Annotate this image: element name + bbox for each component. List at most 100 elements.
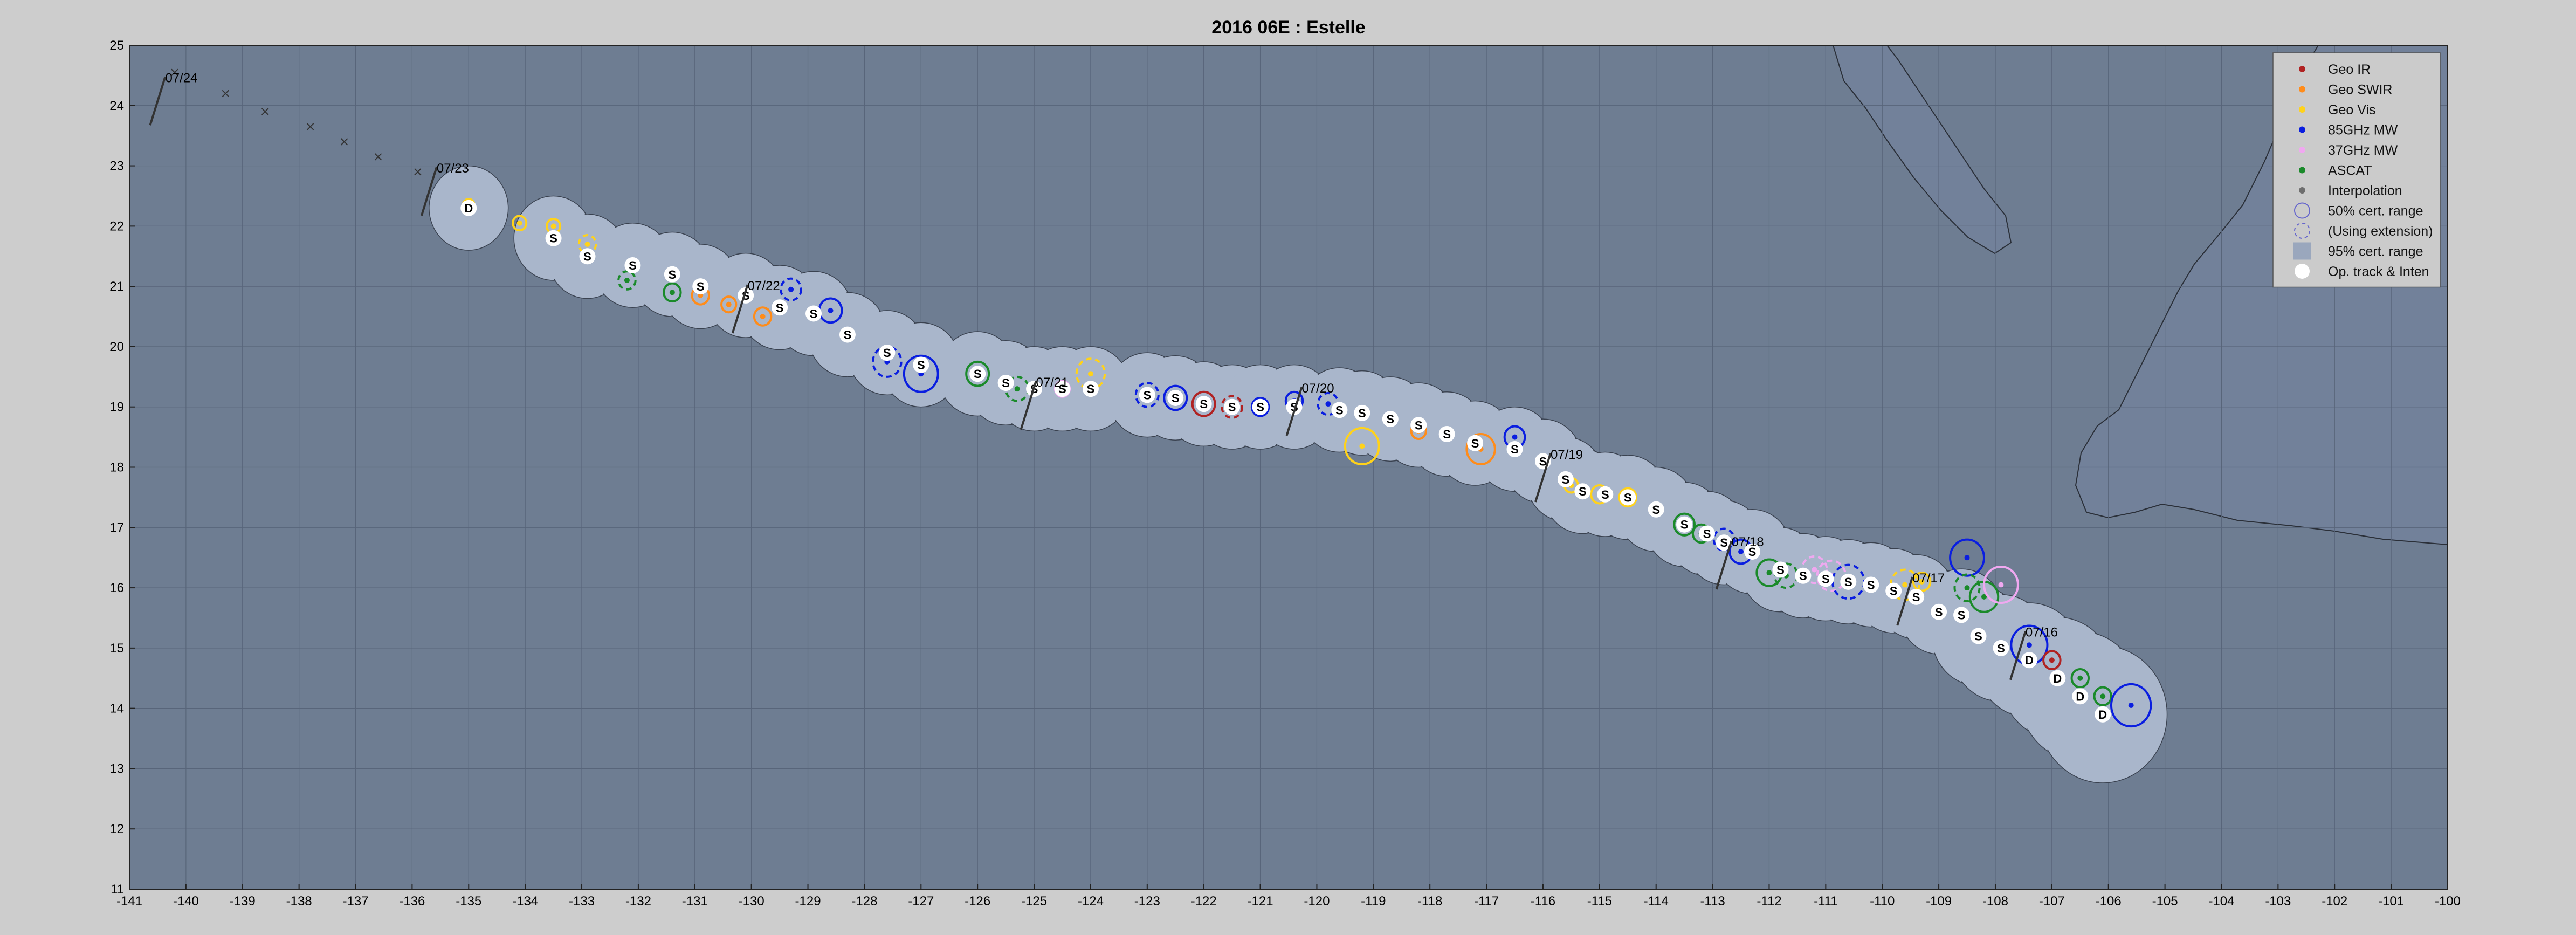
fix-ring	[1134, 382, 1160, 408]
legend-item: 95% cert. range	[2293, 242, 2423, 260]
legend-label: 37GHz MW	[2328, 143, 2398, 158]
track-intensity-label: S	[1335, 403, 1344, 417]
x-tick-label: -107	[2039, 894, 2065, 909]
track-dot	[2021, 652, 2037, 669]
fix-dot	[788, 286, 794, 292]
y-tick-label: 15	[109, 641, 124, 656]
track-dot	[2072, 688, 2089, 705]
x-tick-label: -140	[173, 894, 199, 909]
track-point: S	[1082, 381, 1099, 397]
track-dot	[1506, 441, 1523, 457]
y-tick-label: 17	[109, 520, 124, 535]
interp-marker	[374, 153, 382, 161]
x-tick-label: -110	[1870, 894, 1895, 909]
fix-dot	[1812, 567, 1817, 573]
x-tick-label: -130	[739, 894, 764, 909]
fix-dot	[828, 307, 834, 313]
fix-dot	[1902, 582, 1908, 588]
fix-ring	[1250, 396, 1270, 417]
track-intensity-label: S	[629, 259, 637, 272]
interp-x-stroke	[222, 90, 229, 98]
land-baja	[1832, 45, 2012, 255]
y-tick-label: 20	[109, 340, 124, 354]
track-intensity-label: S	[1680, 518, 1689, 532]
track-intensity-label: S	[1256, 401, 1264, 414]
track-dot	[1139, 387, 1155, 403]
fix-ring	[2070, 668, 2090, 689]
track-dot	[1699, 525, 1716, 542]
track-intensity-label: S	[1997, 642, 2005, 655]
track-dot	[1795, 567, 1812, 584]
track-intensity-label: S	[1579, 485, 1587, 498]
x-tick-label: -137	[342, 894, 368, 909]
track-dot	[1286, 398, 1303, 415]
track-dot	[1716, 534, 1732, 551]
interp-marker	[171, 68, 178, 77]
track-intensity-label: S	[1776, 563, 1785, 577]
y-tick-label: 14	[109, 702, 124, 716]
track-intensity-label: S	[583, 250, 591, 263]
fix-ring	[1465, 433, 1496, 465]
x-tick-label: -133	[569, 894, 595, 909]
track-dot	[1252, 398, 1269, 415]
fix-dot	[2128, 703, 2134, 709]
track-dot	[460, 200, 477, 216]
date-marker: 07/16	[2009, 625, 2058, 680]
interp-x-stroke	[261, 108, 269, 115]
x-tick-label: -141	[116, 894, 142, 909]
track-point: S	[839, 326, 856, 343]
x-axis: -141 -140 -139 -138 -137 -136 -135 -134 -133 -132…	[116, 884, 2461, 909]
legend-item: Op. track & Inten	[2295, 264, 2429, 279]
track-point: S	[805, 305, 822, 322]
track-point: D	[2021, 652, 2037, 669]
track-dot	[579, 248, 596, 265]
legend-swatch	[2299, 167, 2305, 174]
x-tick-label: -114	[1644, 894, 1669, 909]
legend-swatch	[2299, 126, 2305, 133]
track-dot	[624, 257, 641, 274]
y-tick-label: 24	[109, 99, 124, 113]
track-intensity-label: S	[1912, 590, 1920, 604]
fix-dot	[726, 301, 732, 307]
x-tick-label: -108	[1982, 894, 2008, 909]
track-dot	[1840, 573, 1857, 590]
track-point: S	[624, 257, 641, 274]
fix-marker	[617, 270, 637, 291]
legend-swatch	[2293, 242, 2311, 260]
fix-dot	[1512, 434, 1518, 440]
x-tick-label: -127	[908, 894, 934, 909]
track-intensity-label: S	[1974, 630, 1982, 643]
track-intensity-label: S	[1443, 428, 1451, 441]
legend-label: Op. track & Inten	[2328, 264, 2429, 279]
track-point: S	[1506, 441, 1523, 457]
track-point: S	[1885, 582, 1902, 599]
x-tick-label: -109	[1926, 894, 1952, 909]
track-intensity-label: D	[2053, 672, 2062, 685]
fix-marker	[2110, 683, 2152, 728]
track-dot	[1953, 607, 1970, 623]
interp-marker	[340, 138, 348, 146]
track-point: S	[1699, 525, 1716, 542]
legend-swatch	[2294, 202, 2310, 219]
track-dot	[545, 230, 562, 246]
fix-dot	[1087, 371, 1093, 377]
fix-ring	[1163, 384, 1188, 411]
track-dot	[1167, 389, 1184, 406]
y-tick-label: 25	[109, 38, 124, 53]
x-tick-label: -117	[1474, 894, 1499, 909]
track-dot	[1648, 501, 1664, 518]
track-intensity-label: S	[1002, 376, 1010, 390]
legend-label: 85GHz MW	[2328, 123, 2398, 138]
legend-item: Geo Vis	[2299, 102, 2375, 118]
x-tick-label: -138	[286, 894, 312, 909]
track-intensity-label: S	[697, 280, 705, 293]
date-tick	[149, 76, 167, 126]
date-marker: 07/19	[1534, 448, 1583, 503]
track-dot	[738, 287, 754, 304]
track-dot	[1817, 570, 1834, 587]
track-intensity-label: D	[2098, 708, 2107, 721]
track-dot	[969, 366, 986, 382]
track-point: S	[1331, 402, 1348, 418]
fix-ring	[1912, 572, 1932, 592]
x-tick-label: -104	[2208, 894, 2234, 909]
